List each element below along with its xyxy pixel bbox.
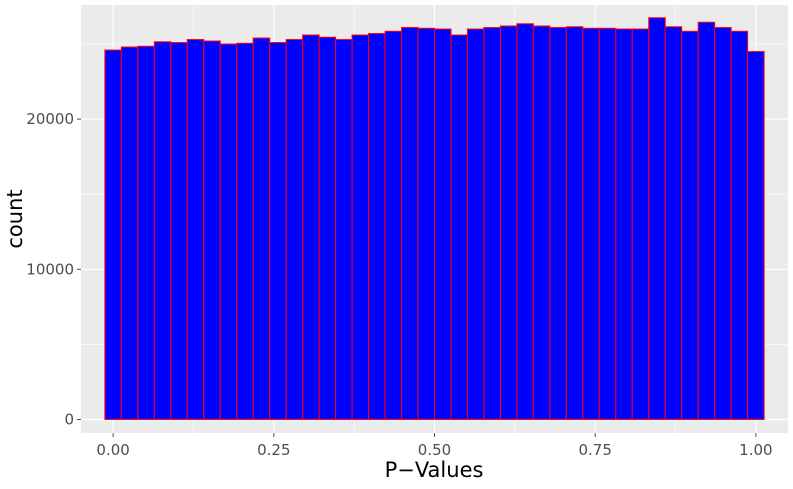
histogram-bar xyxy=(335,39,353,420)
x-tick-label: 0.75 xyxy=(578,441,611,459)
y-tick-label: 0 xyxy=(64,410,74,428)
x-tick-label: 1.00 xyxy=(739,441,772,459)
x-axis: 0.00 0.25 0.50 0.75 1.00 xyxy=(96,433,773,459)
histogram-bar xyxy=(137,45,155,420)
histogram-bar xyxy=(697,21,716,420)
histogram-bar xyxy=(236,42,254,420)
y-tick-label: 20000 xyxy=(26,110,74,128)
histogram-bar xyxy=(219,43,238,420)
histogram-bar xyxy=(582,27,600,420)
histogram-bar xyxy=(186,39,205,420)
histogram-bar xyxy=(648,17,666,420)
histogram-bar xyxy=(153,41,172,420)
histogram-bar xyxy=(532,25,551,420)
y-tick-label: 10000 xyxy=(26,260,74,278)
histogram-bar xyxy=(203,40,221,420)
histogram-bar xyxy=(104,49,122,420)
histogram-bar xyxy=(598,27,617,420)
y-axis-title: count xyxy=(3,189,27,248)
histogram-bar xyxy=(714,27,732,420)
histogram-bar xyxy=(631,28,650,420)
histogram-bar xyxy=(549,27,567,420)
x-tick-label: 0.50 xyxy=(418,441,451,459)
histogram-bar xyxy=(384,30,403,420)
histogram-bar xyxy=(269,42,287,420)
histogram-bar xyxy=(401,27,419,420)
histogram-bar xyxy=(434,28,452,420)
histogram-bars xyxy=(104,17,765,420)
x-axis-title: P−Values xyxy=(385,458,484,482)
histogram-bar xyxy=(302,34,320,420)
x-tick-label: 0.00 xyxy=(96,441,129,459)
y-axis: 0 10000 20000 xyxy=(26,110,81,428)
histogram-bar xyxy=(565,26,584,420)
histogram-bar xyxy=(318,36,337,420)
histogram-bar xyxy=(516,23,534,420)
histogram-bar xyxy=(368,33,386,420)
histogram-bar xyxy=(351,34,370,420)
histogram-bar xyxy=(499,25,518,420)
histogram-bar xyxy=(120,46,139,420)
histogram-bar xyxy=(664,26,683,420)
histogram-bar xyxy=(417,27,435,420)
histogram-bar xyxy=(170,42,188,420)
histogram-bar xyxy=(252,37,271,420)
histogram-bar xyxy=(483,27,501,420)
histogram-bar xyxy=(466,28,485,420)
histogram-bar xyxy=(730,30,749,420)
histogram-bar xyxy=(681,30,699,420)
histogram-bar xyxy=(285,39,304,420)
histogram-bar xyxy=(747,51,765,420)
histogram-bar xyxy=(450,34,468,420)
x-tick-label: 0.25 xyxy=(257,441,290,459)
histogram-bar xyxy=(615,28,633,420)
